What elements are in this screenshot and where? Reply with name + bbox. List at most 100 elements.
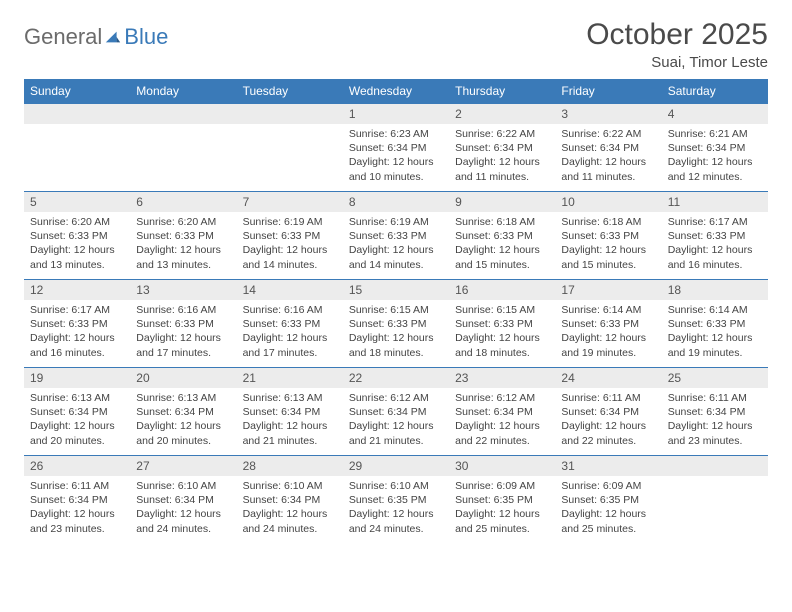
sunset-line: Sunset: 6:34 PM	[136, 405, 230, 419]
calendar-day-cell: 29Sunrise: 6:10 AMSunset: 6:35 PMDayligh…	[343, 456, 449, 544]
calendar-day-cell: 4Sunrise: 6:21 AMSunset: 6:34 PMDaylight…	[662, 104, 768, 192]
day-number: 21	[237, 368, 343, 388]
sunset-line: Sunset: 6:34 PM	[668, 405, 762, 419]
day-number: 1	[343, 104, 449, 124]
calendar-day-cell: 23Sunrise: 6:12 AMSunset: 6:34 PMDayligh…	[449, 368, 555, 456]
calendar-day-cell: 26Sunrise: 6:11 AMSunset: 6:34 PMDayligh…	[24, 456, 130, 544]
sunset-line: Sunset: 6:33 PM	[136, 317, 230, 331]
calendar-day-cell: 19Sunrise: 6:13 AMSunset: 6:34 PMDayligh…	[24, 368, 130, 456]
calendar-day-cell: 8Sunrise: 6:19 AMSunset: 6:33 PMDaylight…	[343, 192, 449, 280]
day-number-empty	[130, 104, 236, 124]
day-details: Sunrise: 6:10 AMSunset: 6:34 PMDaylight:…	[237, 476, 343, 539]
page-title: October 2025	[586, 18, 768, 52]
day-details: Sunrise: 6:13 AMSunset: 6:34 PMDaylight:…	[24, 388, 130, 451]
sunrise-line: Sunrise: 6:16 AM	[136, 303, 230, 317]
sunrise-line: Sunrise: 6:17 AM	[30, 303, 124, 317]
sunset-line: Sunset: 6:35 PM	[349, 493, 443, 507]
daylight-line: Daylight: 12 hours and 18 minutes.	[455, 331, 549, 359]
sunrise-line: Sunrise: 6:20 AM	[30, 215, 124, 229]
sunset-line: Sunset: 6:35 PM	[455, 493, 549, 507]
daylight-line: Daylight: 12 hours and 22 minutes.	[455, 419, 549, 447]
sunrise-line: Sunrise: 6:10 AM	[136, 479, 230, 493]
calendar-day-cell	[130, 104, 236, 192]
day-number-empty	[662, 456, 768, 476]
day-number-empty	[237, 104, 343, 124]
day-details: Sunrise: 6:15 AMSunset: 6:33 PMDaylight:…	[449, 300, 555, 363]
calendar-day-cell	[24, 104, 130, 192]
sunrise-line: Sunrise: 6:11 AM	[561, 391, 655, 405]
sunset-line: Sunset: 6:34 PM	[136, 493, 230, 507]
day-number: 18	[662, 280, 768, 300]
sunrise-line: Sunrise: 6:21 AM	[668, 127, 762, 141]
daylight-line: Daylight: 12 hours and 24 minutes.	[136, 507, 230, 535]
calendar-day-cell: 22Sunrise: 6:12 AMSunset: 6:34 PMDayligh…	[343, 368, 449, 456]
day-number: 7	[237, 192, 343, 212]
sunset-line: Sunset: 6:33 PM	[561, 317, 655, 331]
title-block: October 2025 Suai, Timor Leste	[586, 18, 768, 71]
calendar-day-cell: 5Sunrise: 6:20 AMSunset: 6:33 PMDaylight…	[24, 192, 130, 280]
daylight-line: Daylight: 12 hours and 15 minutes.	[561, 243, 655, 271]
day-details: Sunrise: 6:20 AMSunset: 6:33 PMDaylight:…	[24, 212, 130, 275]
day-number: 10	[555, 192, 661, 212]
calendar-day-cell: 1Sunrise: 6:23 AMSunset: 6:34 PMDaylight…	[343, 104, 449, 192]
sunset-line: Sunset: 6:34 PM	[30, 493, 124, 507]
daylight-line: Daylight: 12 hours and 14 minutes.	[349, 243, 443, 271]
sunset-line: Sunset: 6:34 PM	[243, 405, 337, 419]
day-details: Sunrise: 6:21 AMSunset: 6:34 PMDaylight:…	[662, 124, 768, 187]
sunset-line: Sunset: 6:33 PM	[30, 317, 124, 331]
calendar-day-cell: 30Sunrise: 6:09 AMSunset: 6:35 PMDayligh…	[449, 456, 555, 544]
sunrise-line: Sunrise: 6:13 AM	[30, 391, 124, 405]
sunset-line: Sunset: 6:34 PM	[561, 141, 655, 155]
day-number: 9	[449, 192, 555, 212]
sunrise-line: Sunrise: 6:13 AM	[136, 391, 230, 405]
day-number: 22	[343, 368, 449, 388]
calendar-week-row: 1Sunrise: 6:23 AMSunset: 6:34 PMDaylight…	[24, 104, 768, 192]
sunrise-line: Sunrise: 6:12 AM	[455, 391, 549, 405]
sunrise-line: Sunrise: 6:12 AM	[349, 391, 443, 405]
day-details: Sunrise: 6:17 AMSunset: 6:33 PMDaylight:…	[662, 212, 768, 275]
day-details: Sunrise: 6:22 AMSunset: 6:34 PMDaylight:…	[555, 124, 661, 187]
sunset-line: Sunset: 6:34 PM	[561, 405, 655, 419]
weekday-header: Tuesday	[237, 79, 343, 104]
header: General Blue October 2025 Suai, Timor Le…	[24, 18, 768, 71]
day-number: 23	[449, 368, 555, 388]
location-label: Suai, Timor Leste	[586, 54, 768, 71]
day-number: 19	[24, 368, 130, 388]
day-number: 17	[555, 280, 661, 300]
weekday-header: Sunday	[24, 79, 130, 104]
sunset-line: Sunset: 6:33 PM	[30, 229, 124, 243]
sunrise-line: Sunrise: 6:11 AM	[30, 479, 124, 493]
sunrise-line: Sunrise: 6:15 AM	[455, 303, 549, 317]
day-number: 25	[662, 368, 768, 388]
calendar-day-cell: 9Sunrise: 6:18 AMSunset: 6:33 PMDaylight…	[449, 192, 555, 280]
day-details: Sunrise: 6:19 AMSunset: 6:33 PMDaylight:…	[237, 212, 343, 275]
day-number: 8	[343, 192, 449, 212]
day-number: 6	[130, 192, 236, 212]
sunset-line: Sunset: 6:34 PM	[455, 141, 549, 155]
day-details: Sunrise: 6:11 AMSunset: 6:34 PMDaylight:…	[24, 476, 130, 539]
sunset-line: Sunset: 6:33 PM	[349, 317, 443, 331]
calendar-day-cell	[662, 456, 768, 544]
day-details: Sunrise: 6:16 AMSunset: 6:33 PMDaylight:…	[130, 300, 236, 363]
daylight-line: Daylight: 12 hours and 25 minutes.	[561, 507, 655, 535]
sunrise-line: Sunrise: 6:10 AM	[243, 479, 337, 493]
day-details: Sunrise: 6:15 AMSunset: 6:33 PMDaylight:…	[343, 300, 449, 363]
sunset-line: Sunset: 6:33 PM	[668, 317, 762, 331]
day-details: Sunrise: 6:23 AMSunset: 6:34 PMDaylight:…	[343, 124, 449, 187]
day-details: Sunrise: 6:13 AMSunset: 6:34 PMDaylight:…	[130, 388, 236, 451]
day-details: Sunrise: 6:12 AMSunset: 6:34 PMDaylight:…	[449, 388, 555, 451]
calendar-day-cell: 25Sunrise: 6:11 AMSunset: 6:34 PMDayligh…	[662, 368, 768, 456]
daylight-line: Daylight: 12 hours and 15 minutes.	[455, 243, 549, 271]
calendar-day-cell: 15Sunrise: 6:15 AMSunset: 6:33 PMDayligh…	[343, 280, 449, 368]
weekday-header: Monday	[130, 79, 236, 104]
calendar-day-cell: 2Sunrise: 6:22 AMSunset: 6:34 PMDaylight…	[449, 104, 555, 192]
logo-triangle-icon	[104, 28, 122, 46]
logo: General Blue	[24, 18, 168, 50]
day-number: 16	[449, 280, 555, 300]
sunrise-line: Sunrise: 6:22 AM	[455, 127, 549, 141]
sunrise-line: Sunrise: 6:23 AM	[349, 127, 443, 141]
daylight-line: Daylight: 12 hours and 18 minutes.	[349, 331, 443, 359]
day-number: 29	[343, 456, 449, 476]
calendar-day-cell: 12Sunrise: 6:17 AMSunset: 6:33 PMDayligh…	[24, 280, 130, 368]
daylight-line: Daylight: 12 hours and 16 minutes.	[668, 243, 762, 271]
